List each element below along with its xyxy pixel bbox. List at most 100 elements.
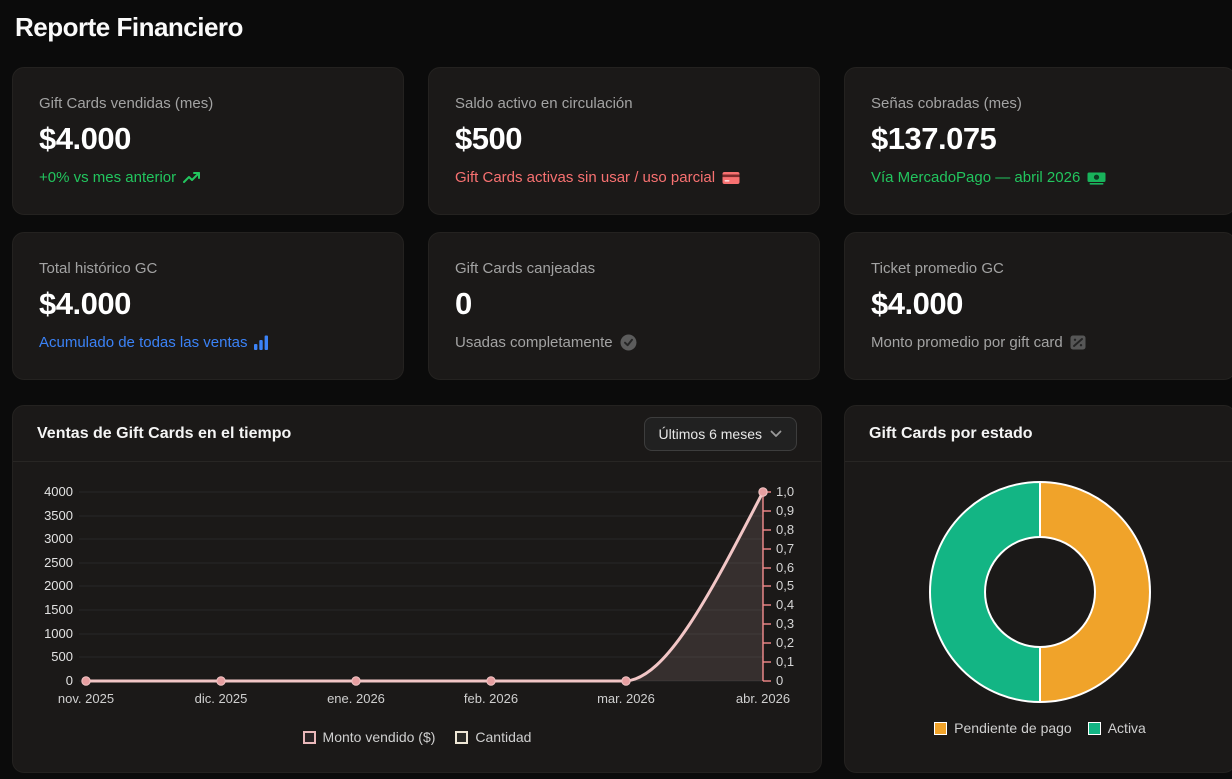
- bar-chart-icon: [254, 335, 269, 350]
- legend-swatch-cantidad: [455, 730, 469, 744]
- kpi-sub-label: Vía MercadoPago — abril 2026: [871, 169, 1081, 186]
- svg-text:1,0: 1,0: [776, 484, 794, 499]
- kpi-sub-label: Monto promedio por gift card: [871, 334, 1063, 351]
- kpi-value: $4.000: [39, 286, 131, 321]
- svg-text:3500: 3500: [44, 508, 73, 523]
- svg-text:0,5: 0,5: [776, 578, 794, 593]
- legend-swatch-pendiente: [934, 721, 948, 735]
- chart-gridlines: [79, 491, 763, 682]
- svg-text:1500: 1500: [44, 602, 73, 617]
- kpi-sub-label: Acumulado de todas las ventas: [39, 334, 248, 351]
- kpi-subtext: Monto promedio por gift card: [871, 334, 1209, 351]
- svg-text:3000: 3000: [44, 531, 73, 546]
- legend-swatch-activa: [1087, 721, 1101, 735]
- svg-text:0,4: 0,4: [776, 597, 794, 612]
- kpi-value: $137.075: [871, 121, 997, 156]
- svg-text:abr. 2026: abr. 2026: [736, 691, 790, 706]
- kpi-value: 0: [455, 286, 472, 321]
- kpi-card-senas-cobradas: Señas cobradas (mes) $137.075 Vía Mercad…: [844, 67, 1232, 215]
- donut-chart: [929, 481, 1151, 703]
- banknote-icon: [1087, 172, 1106, 185]
- legend-label-monto: Monto vendido ($): [322, 729, 436, 745]
- svg-text:nov. 2025: nov. 2025: [58, 691, 114, 706]
- credit-card-icon: [722, 171, 740, 184]
- kpi-card-vendidas: Gift Cards vendidas (mes) $4.000 +0% vs …: [12, 67, 404, 215]
- kpi-value: $500: [455, 121, 522, 156]
- kpi-sub-label: Gift Cards activas sin usar / uso parcia…: [455, 169, 716, 186]
- page-title: Reporte Financiero: [15, 12, 243, 42]
- y-axis-right-labels: 1,0 0,9 0,8 0,7 0,6 0,5 0,4 0,3 0,2 0,1 …: [776, 484, 794, 688]
- donut-slice-pendiente: [1039, 481, 1151, 703]
- range-selector-button[interactable]: Últimos 6 meses: [643, 416, 797, 451]
- svg-text:4000: 4000: [44, 484, 73, 499]
- donut-legend: Pendiente de pago Activa: [934, 720, 1146, 736]
- line-chart-title: Ventas de Gift Cards en el tiempo: [37, 424, 292, 442]
- svg-text:2500: 2500: [44, 555, 73, 570]
- svg-text:0: 0: [776, 673, 783, 688]
- line-chart-header: Ventas de Gift Cards en el tiempo Último…: [13, 406, 821, 462]
- svg-text:0,9: 0,9: [776, 503, 794, 518]
- kpi-sub-label: +0% vs mes anterior: [39, 169, 177, 186]
- kpi-value: $4.000: [871, 286, 963, 321]
- svg-text:mar. 2026: mar. 2026: [597, 691, 655, 706]
- x-axis-labels: nov. 2025 dic. 2025 ene. 2026 feb. 2026 …: [58, 691, 790, 706]
- legend-label-cantidad: Cantidad: [475, 729, 532, 745]
- kpi-label: Ticket promedio GC: [871, 260, 1004, 277]
- kpi-label: Saldo activo en circulación: [455, 95, 633, 112]
- svg-text:0: 0: [66, 673, 73, 688]
- legend-item-monto: Monto vendido ($): [302, 729, 436, 745]
- series-area: [626, 492, 763, 681]
- legend-item-pendiente: Pendiente de pago: [934, 720, 1072, 736]
- kpi-value: $4.000: [39, 121, 131, 156]
- kpi-label: Señas cobradas (mes): [871, 95, 1022, 112]
- legend-label-activa: Activa: [1107, 720, 1146, 736]
- kpi-label: Gift Cards vendidas (mes): [39, 95, 214, 112]
- legend-swatch-monto: [302, 730, 316, 744]
- legend-item-cantidad: Cantidad: [455, 729, 531, 745]
- y-axis-right: [762, 491, 771, 682]
- svg-text:500: 500: [51, 649, 73, 664]
- svg-text:dic. 2025: dic. 2025: [195, 691, 248, 706]
- kpi-sub-label: Usadas completamente: [455, 334, 613, 351]
- svg-text:0,2: 0,2: [776, 635, 794, 650]
- donut-slice-activa: [929, 481, 1041, 703]
- donut-chart-card: Gift Cards por estado Pendiente de pago …: [844, 405, 1232, 773]
- kpi-grid: Gift Cards vendidas (mes) $4.000 +0% vs …: [12, 67, 1232, 380]
- line-chart-body: 4000 3500 3000 2500 2000 1500 1000 500 0: [13, 462, 821, 745]
- chevron-down-icon: [770, 430, 782, 437]
- bottom-section: Ventas de Gift Cards en el tiempo Último…: [12, 405, 1232, 773]
- legend-item-activa: Activa: [1087, 720, 1146, 736]
- kpi-card-saldo-activo: Saldo activo en circulación $500 Gift Ca…: [428, 67, 820, 215]
- svg-text:0,6: 0,6: [776, 560, 794, 575]
- svg-text:0,7: 0,7: [776, 541, 794, 556]
- donut-chart-body: Pendiente de pago Activa: [845, 462, 1232, 736]
- legend-label-pendiente: Pendiente de pago: [954, 720, 1072, 736]
- ticket-icon: [1070, 335, 1086, 350]
- kpi-subtext: Gift Cards activas sin usar / uso parcia…: [455, 169, 793, 186]
- line-chart: 4000 3500 3000 2500 2000 1500 1000 500 0: [44, 484, 794, 706]
- kpi-subtext: Acumulado de todas las ventas: [39, 334, 377, 351]
- svg-text:feb. 2026: feb. 2026: [464, 691, 518, 706]
- series-points: [81, 487, 768, 686]
- svg-text:0,1: 0,1: [776, 654, 794, 669]
- check-badge-icon: [620, 334, 637, 351]
- donut-chart-title: Gift Cards por estado: [869, 424, 1033, 442]
- svg-text:2000: 2000: [44, 578, 73, 593]
- kpi-card-canjeadas: Gift Cards canjeadas 0 Usadas completame…: [428, 232, 820, 380]
- series-line-monto: [84, 490, 765, 683]
- svg-text:ene. 2026: ene. 2026: [327, 691, 385, 706]
- svg-text:0,8: 0,8: [776, 522, 794, 537]
- line-chart-card: Ventas de Gift Cards en el tiempo Último…: [12, 405, 822, 773]
- line-chart-legend: Monto vendido ($) Cantidad: [13, 729, 821, 745]
- svg-text:0,3: 0,3: [776, 616, 794, 631]
- kpi-subtext: Usadas completamente: [455, 334, 793, 351]
- y-axis-left-labels: 4000 3500 3000 2500 2000 1500 1000 500 0: [44, 484, 73, 688]
- donut-chart-header: Gift Cards por estado: [845, 406, 1232, 462]
- trending-up-icon: [183, 171, 201, 183]
- kpi-subtext: Vía MercadoPago — abril 2026: [871, 169, 1209, 186]
- kpi-label: Total histórico GC: [39, 260, 158, 277]
- kpi-card-ticket-promedio: Ticket promedio GC $4.000 Monto promedio…: [844, 232, 1232, 380]
- svg-text:1000: 1000: [44, 626, 73, 641]
- range-selector-label: Últimos 6 meses: [658, 425, 762, 442]
